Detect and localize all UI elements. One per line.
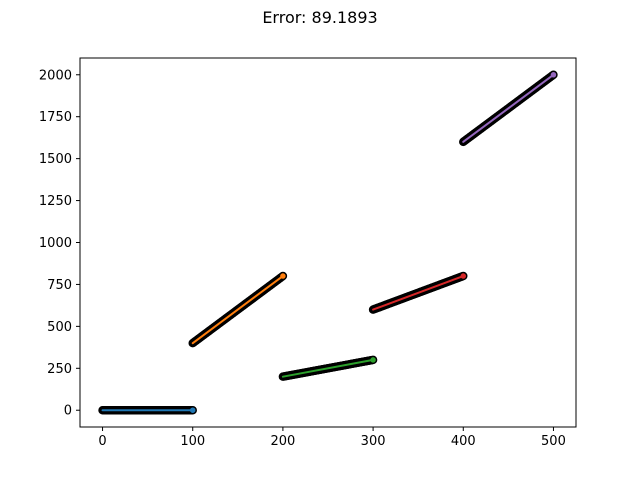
series-line — [191, 275, 284, 345]
y-axis: 0 250 500 750 1000 1250 1500 1750 2000 — [39, 68, 80, 419]
series-line — [462, 73, 555, 143]
x-tick-label: 400 — [451, 434, 476, 449]
chart-title: Error: 89.1893 — [262, 8, 378, 27]
x-tick-label: 500 — [541, 434, 566, 449]
x-tick-label: 300 — [361, 434, 386, 449]
x-tick-label: 200 — [270, 434, 295, 449]
x-tick-label: 100 — [180, 434, 205, 449]
series-3 — [278, 355, 378, 381]
y-tick-label: 1500 — [39, 152, 72, 167]
series-4 — [368, 271, 468, 314]
series-5 — [459, 70, 558, 147]
y-tick-label: 1750 — [39, 110, 72, 125]
x-axis: 0 100 200 300 400 500 — [98, 427, 566, 449]
y-tick-label: 500 — [47, 320, 72, 335]
y-tick-label: 1000 — [39, 236, 72, 251]
y-tick-label: 750 — [47, 278, 72, 293]
y-tick-label: 2000 — [39, 68, 72, 83]
series-line — [281, 358, 375, 378]
series-2 — [188, 271, 288, 348]
series-line — [372, 275, 465, 311]
y-tick-label: 1250 — [39, 194, 72, 209]
series-1 — [98, 405, 197, 415]
data-marks — [98, 70, 558, 415]
y-tick-label: 250 — [47, 362, 72, 377]
x-tick-label: 0 — [98, 434, 106, 449]
y-tick-label: 0 — [64, 404, 72, 419]
